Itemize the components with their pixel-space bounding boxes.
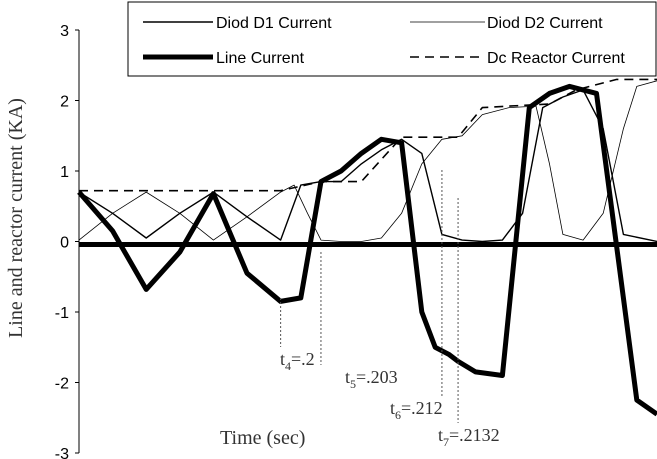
series-dc-reactor-current xyxy=(79,78,657,192)
time-annotation-subscript: 7 xyxy=(443,435,449,449)
y-tick-label: 0 xyxy=(60,235,69,252)
series-diod-d1-current xyxy=(78,89,657,243)
y-tick-label: -2 xyxy=(55,376,69,393)
time-annotation: t4=.2 xyxy=(280,349,315,373)
time-annotation: t7=.2132 xyxy=(438,425,500,449)
time-annotation: t5=.203 xyxy=(345,367,398,391)
time-annotation-subscript: 4 xyxy=(285,359,291,373)
axes: 3 2 1 0 -1 -2 -3 xyxy=(55,23,657,459)
legend-box xyxy=(127,1,657,77)
time-annotation-subscript: 5 xyxy=(350,377,356,391)
x-axis-label: Time (sec) xyxy=(220,427,305,449)
legend: Diod D1 Current Diod D2 Current Line Curre… xyxy=(127,1,657,77)
time-annotation: t6=.212 xyxy=(390,398,443,422)
time-annotation-base: t xyxy=(438,425,443,445)
time-annotation-value: =.2132 xyxy=(449,425,500,445)
y-tick-label: 3 xyxy=(60,23,69,40)
time-annotation-base: t xyxy=(280,349,285,369)
series-diod-d2-current xyxy=(78,80,657,242)
y-tick-label: -3 xyxy=(55,446,69,459)
legend-entry-label: Dc Reactor Current xyxy=(487,50,625,67)
time-annotation-base: t xyxy=(345,367,350,387)
time-annotation-value: =.203 xyxy=(356,367,398,387)
y-tick-label: 1 xyxy=(60,164,69,181)
time-annotation-value: =.2 xyxy=(291,349,315,369)
legend-entry-label: Diod D1 Current xyxy=(216,15,332,32)
series-layer xyxy=(77,78,657,417)
y-axis-label: Line and reactor current (KA) xyxy=(5,98,27,338)
legend-entry-label: Line Current xyxy=(216,50,305,67)
time-annotation-base: t xyxy=(390,398,395,418)
legend-entry-label: Diod D2 Current xyxy=(487,15,603,32)
y-tick-label: 2 xyxy=(60,94,69,111)
time-annotation-subscript: 6 xyxy=(395,408,401,422)
series-line-current xyxy=(77,83,657,417)
y-tick-label: -1 xyxy=(55,305,69,322)
time-annotation-value: =.212 xyxy=(401,398,443,418)
